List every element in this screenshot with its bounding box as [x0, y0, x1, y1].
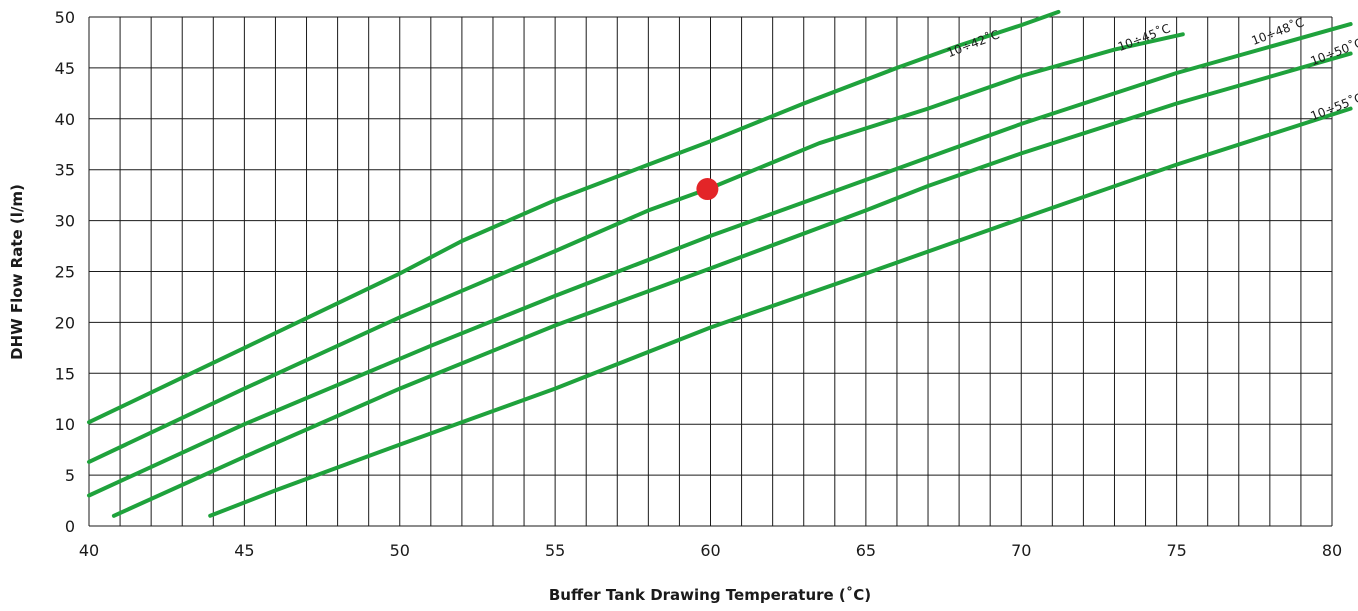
x-tick-label: 50	[390, 541, 410, 560]
x-axis-title: Buffer Tank Drawing Temperature (˚C)	[549, 586, 871, 604]
series-line-2	[87, 32, 1185, 464]
x-tick-label: 60	[700, 541, 720, 560]
y-tick-label: 0	[65, 517, 75, 536]
x-tick-label: 55	[545, 541, 565, 560]
series-line-5	[208, 106, 1353, 518]
series-line-1	[87, 9, 1061, 425]
x-tick-label: 75	[1166, 541, 1186, 560]
y-tick-label: 45	[55, 59, 75, 78]
y-tick-label: 20	[55, 313, 75, 332]
series-label-4: 10÷50˚C	[1308, 35, 1358, 69]
series-label-2: 10÷45˚C	[1116, 20, 1173, 54]
series-line-4	[111, 51, 1353, 518]
x-tick-label: 65	[856, 541, 876, 560]
y-axis-title: DHW Flow Rate (l/m)	[8, 184, 26, 360]
x-tick-label: 40	[79, 541, 99, 560]
y-tick-label: 50	[55, 8, 75, 27]
y-tick-label: 10	[55, 415, 75, 434]
x-tick-label: 45	[234, 541, 254, 560]
highlight-marker	[696, 178, 719, 201]
y-tick-label: 40	[55, 110, 75, 129]
y-tick-label: 5	[65, 466, 75, 485]
markers	[696, 178, 719, 201]
series-label-5: 10÷55˚C	[1308, 90, 1358, 124]
tick-labels: 40 45 50 55 60 65 70 75 80 0 5 10 15 20 25 30 35 40 45 50	[55, 8, 1343, 560]
y-tick-label: 25	[55, 263, 75, 282]
x-tick-label: 70	[1011, 541, 1031, 560]
series-label-1: 10÷42˚C	[945, 26, 1002, 60]
grid	[88, 16, 1333, 527]
y-tick-label: 30	[55, 212, 75, 231]
x-tick-label: 80	[1322, 541, 1342, 560]
y-tick-label: 15	[55, 364, 75, 383]
y-tick-label: 35	[55, 161, 75, 180]
series-lines	[87, 9, 1353, 518]
series-line-3	[87, 22, 1353, 498]
